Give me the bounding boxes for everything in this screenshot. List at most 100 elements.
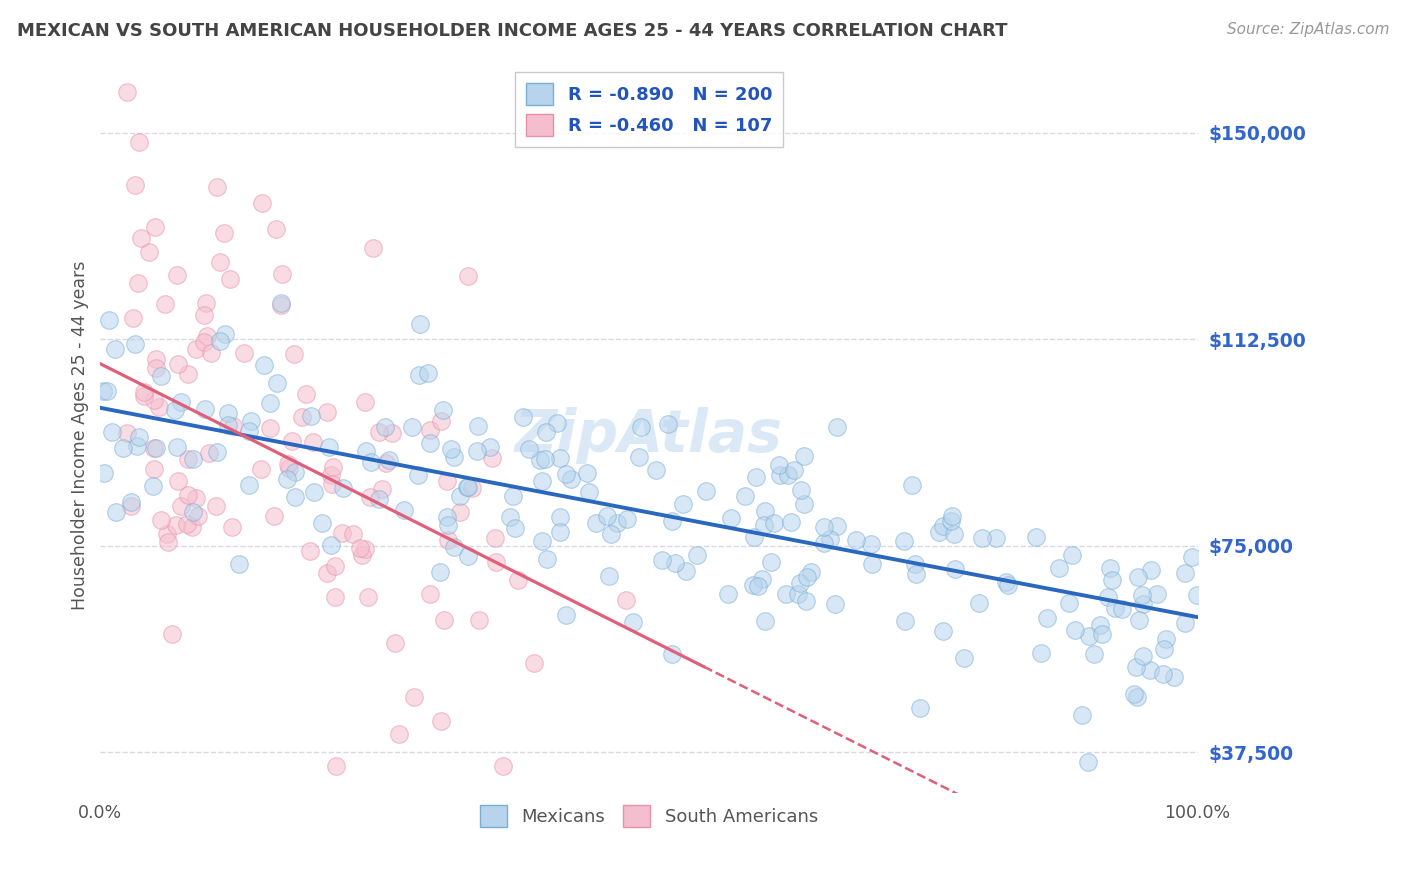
Point bbox=[217, 406, 239, 420]
Point bbox=[259, 396, 281, 410]
Point bbox=[769, 467, 792, 482]
Point bbox=[468, 613, 491, 627]
Point bbox=[1083, 648, 1105, 662]
Point bbox=[546, 416, 568, 430]
Point bbox=[437, 533, 460, 548]
Point bbox=[302, 434, 325, 449]
Point bbox=[321, 467, 343, 482]
Point bbox=[374, 420, 396, 434]
Point bbox=[143, 220, 166, 235]
Point bbox=[316, 405, 339, 419]
Point bbox=[481, 451, 503, 466]
Y-axis label: Householder Income Ages 25 - 44 years: Householder Income Ages 25 - 44 years bbox=[72, 260, 89, 610]
Point bbox=[606, 516, 628, 530]
Point bbox=[628, 450, 651, 464]
Point bbox=[128, 430, 150, 444]
Point bbox=[908, 700, 931, 714]
Point bbox=[997, 578, 1019, 592]
Point bbox=[820, 532, 842, 546]
Point bbox=[134, 389, 156, 403]
Point bbox=[166, 268, 188, 282]
Point bbox=[491, 759, 513, 773]
Point bbox=[184, 342, 207, 356]
Point bbox=[548, 525, 571, 540]
Point bbox=[148, 400, 170, 414]
Point bbox=[298, 544, 321, 558]
Point bbox=[284, 490, 307, 504]
Point bbox=[1064, 624, 1087, 638]
Point bbox=[901, 478, 924, 492]
Point bbox=[129, 231, 152, 245]
Point bbox=[200, 346, 222, 360]
Point bbox=[675, 564, 697, 578]
Point bbox=[311, 516, 333, 530]
Point bbox=[187, 508, 209, 523]
Point bbox=[214, 326, 236, 341]
Point bbox=[170, 499, 193, 513]
Point bbox=[1154, 632, 1177, 647]
Point bbox=[177, 452, 200, 467]
Point bbox=[212, 226, 235, 240]
Point bbox=[893, 533, 915, 548]
Point bbox=[780, 515, 803, 529]
Point bbox=[449, 505, 471, 519]
Point bbox=[614, 593, 637, 607]
Point bbox=[443, 540, 465, 554]
Point bbox=[198, 446, 221, 460]
Point bbox=[181, 520, 204, 534]
Point bbox=[529, 453, 551, 467]
Point bbox=[754, 518, 776, 533]
Point bbox=[429, 565, 451, 579]
Point bbox=[278, 460, 301, 475]
Point bbox=[1057, 596, 1080, 610]
Point bbox=[325, 759, 347, 773]
Point bbox=[1101, 573, 1123, 587]
Point bbox=[408, 368, 430, 382]
Point bbox=[485, 555, 508, 569]
Point bbox=[824, 597, 846, 611]
Point bbox=[1098, 560, 1121, 574]
Point bbox=[193, 308, 215, 322]
Point bbox=[621, 615, 644, 629]
Point bbox=[970, 531, 993, 545]
Point bbox=[1132, 649, 1154, 664]
Point bbox=[508, 573, 530, 587]
Point bbox=[787, 587, 810, 601]
Point bbox=[194, 296, 217, 310]
Point bbox=[1111, 602, 1133, 616]
Point bbox=[775, 587, 797, 601]
Point bbox=[548, 450, 571, 465]
Point bbox=[167, 474, 190, 488]
Point bbox=[143, 461, 166, 475]
Point bbox=[942, 527, 965, 541]
Point bbox=[322, 459, 344, 474]
Point bbox=[354, 394, 377, 409]
Point bbox=[1104, 600, 1126, 615]
Point bbox=[555, 467, 578, 481]
Point bbox=[205, 445, 228, 459]
Point bbox=[531, 534, 554, 549]
Point bbox=[354, 443, 377, 458]
Point bbox=[222, 418, 245, 433]
Point bbox=[793, 449, 815, 463]
Point bbox=[295, 387, 318, 401]
Point bbox=[388, 727, 411, 741]
Point bbox=[534, 425, 557, 439]
Point bbox=[1146, 587, 1168, 601]
Point bbox=[440, 442, 463, 456]
Point bbox=[457, 480, 479, 494]
Point bbox=[1071, 708, 1094, 723]
Point bbox=[101, 425, 124, 439]
Point bbox=[550, 510, 572, 524]
Point bbox=[1132, 597, 1154, 611]
Point bbox=[128, 135, 150, 149]
Point bbox=[406, 468, 429, 483]
Point bbox=[467, 419, 489, 434]
Point bbox=[457, 549, 479, 563]
Point bbox=[270, 267, 292, 281]
Point bbox=[939, 514, 962, 528]
Point bbox=[600, 526, 623, 541]
Point bbox=[166, 440, 188, 454]
Point bbox=[134, 385, 156, 400]
Point bbox=[1060, 548, 1083, 562]
